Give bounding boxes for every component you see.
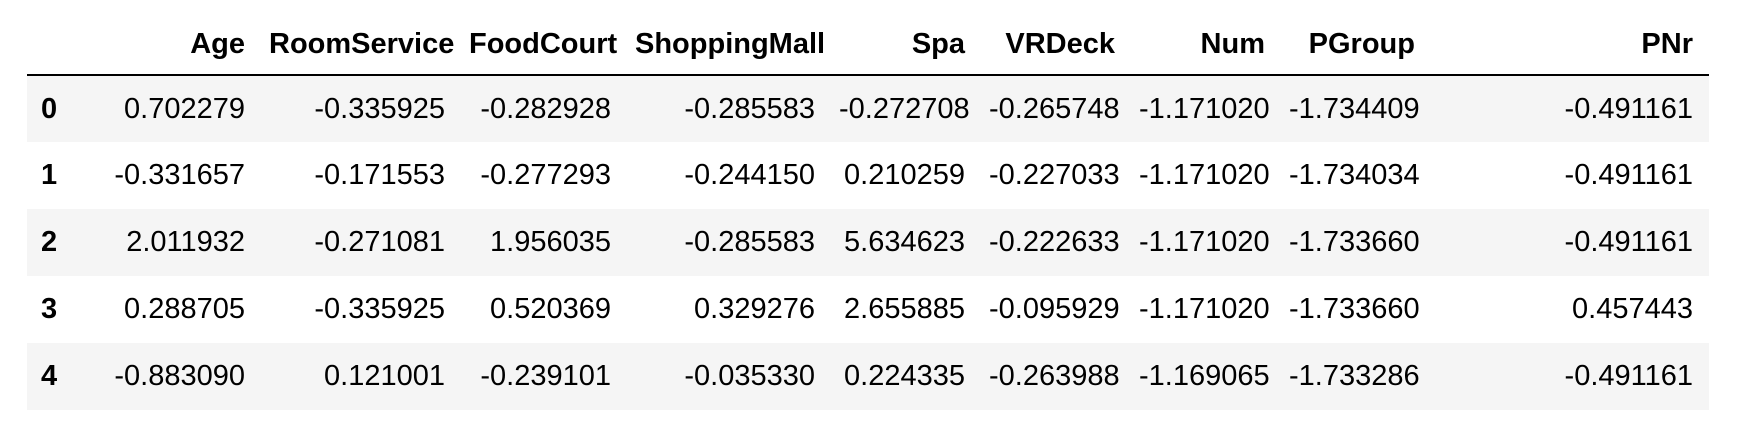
- table-header: Age RoomService FoodCourt ShoppingMall S…: [27, 14, 1709, 76]
- cell-spa: 2.655885: [844, 293, 965, 325]
- cell-age: -0.331657: [114, 159, 245, 191]
- cell-pgroup: -1.733286: [1289, 360, 1420, 392]
- cell-vrdeck: -0.222633: [989, 226, 1120, 258]
- header-row: Age RoomService FoodCourt ShoppingMall S…: [27, 14, 1709, 76]
- cell-spa: 5.634623: [844, 226, 965, 258]
- cell-spa: 0.224335: [844, 360, 965, 392]
- cell-shoppingmall: -0.035330: [684, 360, 815, 392]
- cell-pgroup: -1.734034: [1289, 159, 1420, 191]
- cell-num: -1.169065: [1139, 360, 1270, 392]
- cell-pnr: 0.457443: [1572, 293, 1693, 325]
- cell-pgroup: -1.734409: [1289, 92, 1420, 125]
- cell-foodcourt: -0.239101: [480, 360, 611, 392]
- cell-vrdeck: -0.263988: [989, 360, 1120, 392]
- table-row: 4 -0.883090 0.121001 -0.239101 -0.035330…: [27, 343, 1709, 410]
- cell-roomservice: 0.121001: [324, 360, 445, 392]
- column-header-spa: Spa: [831, 14, 981, 76]
- cell-pgroup: -1.733660: [1289, 293, 1420, 325]
- table-row: 2 2.011932 -0.271081 1.956035 -0.285583 …: [27, 209, 1709, 276]
- table-row: 3 0.288705 -0.335925 0.520369 0.329276 2…: [27, 276, 1709, 343]
- cell-age: 0.288705: [124, 293, 245, 325]
- cell-shoppingmall: -0.285583: [684, 226, 815, 258]
- table-row: 1 -0.331657 -0.171553 -0.277293 -0.24415…: [27, 142, 1709, 209]
- row-index: 1: [41, 159, 58, 191]
- cell-shoppingmall: 0.329276: [694, 293, 815, 325]
- column-header-shoppingmall: ShoppingMall: [627, 14, 831, 76]
- dataframe-output: Age RoomService FoodCourt ShoppingMall S…: [27, 14, 1709, 410]
- column-header-pgroup: PGroup: [1281, 14, 1431, 76]
- cell-vrdeck: -0.265748: [989, 92, 1120, 125]
- column-header-roomservice: RoomService: [261, 14, 461, 76]
- cell-num: -1.171020: [1139, 293, 1270, 325]
- cell-pnr: -0.491161: [1564, 226, 1693, 258]
- cell-roomservice: -0.335925: [314, 293, 445, 325]
- cell-age: 2.011932: [126, 226, 245, 258]
- cell-pgroup: -1.733660: [1289, 226, 1420, 258]
- index-header: [27, 14, 81, 76]
- cell-num: -1.171020: [1139, 226, 1270, 258]
- cell-spa: 0.210259: [844, 159, 965, 191]
- column-header-age: Age: [81, 14, 261, 76]
- cell-shoppingmall: -0.285583: [684, 92, 815, 125]
- cell-foodcourt: 1.956035: [490, 226, 611, 258]
- table-body: 0 0.702279 -0.335925 -0.282928 -0.285583…: [27, 75, 1709, 410]
- cell-roomservice: -0.335925: [314, 92, 445, 125]
- cell-pnr: -0.491161: [1564, 360, 1693, 392]
- column-header-vrdeck: VRDeck: [981, 14, 1131, 76]
- cell-num: -1.171020: [1139, 92, 1270, 125]
- cell-roomservice: -0.271081: [314, 226, 445, 258]
- column-header-foodcourt: FoodCourt: [461, 14, 627, 76]
- row-index: 2: [41, 226, 58, 258]
- column-header-pnr: PNr: [1431, 14, 1709, 76]
- cell-vrdeck: -0.227033: [989, 159, 1120, 191]
- cell-shoppingmall: -0.244150: [684, 159, 815, 191]
- cell-num: -1.171020: [1139, 159, 1270, 191]
- column-header-num: Num: [1131, 14, 1281, 76]
- cell-age: 0.702279: [124, 92, 245, 125]
- cell-age: -0.883090: [114, 360, 245, 392]
- cell-pnr: -0.491161: [1564, 159, 1693, 191]
- row-index: 0: [41, 92, 58, 125]
- dataframe-table: Age RoomService FoodCourt ShoppingMall S…: [27, 14, 1709, 410]
- row-index: 4: [41, 360, 58, 392]
- row-index: 3: [41, 293, 58, 325]
- cell-roomservice: -0.171553: [314, 159, 445, 191]
- cell-pnr: -0.491161: [1564, 92, 1693, 125]
- cell-spa: -0.272708: [839, 92, 970, 125]
- cell-vrdeck: -0.095929: [989, 293, 1120, 325]
- table-row: 0 0.702279 -0.335925 -0.282928 -0.285583…: [27, 75, 1709, 142]
- cell-foodcourt: -0.282928: [480, 92, 611, 125]
- cell-foodcourt: -0.277293: [480, 159, 611, 191]
- cell-foodcourt: 0.520369: [490, 293, 611, 325]
